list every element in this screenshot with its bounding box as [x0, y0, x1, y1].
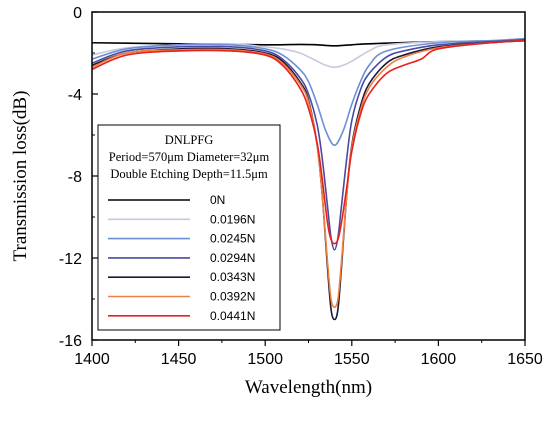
legend-label: 0N [210, 193, 225, 207]
legend-entries: 0N 0.0196N 0.0245N 0.0294N 0.0343N 0.0392N 0.0… [108, 193, 255, 323]
legend-label: 0.0196N [210, 212, 255, 226]
x-tick-label: 1450 [161, 351, 197, 368]
legend-title-line: Double Etching Depth=11.5μm [110, 167, 268, 181]
series-layer [91, 37, 526, 321]
y-tick-label: -16 [59, 333, 82, 350]
legend-label: 0.0392N [210, 290, 255, 304]
y-tick-label: -4 [68, 87, 82, 104]
x-tick-label: 1550 [334, 351, 370, 368]
series-line-2 [91, 37, 526, 147]
x-tick-label: 1600 [421, 351, 457, 368]
y-tick-label: -8 [68, 169, 82, 186]
legend-label: 0.0441N [210, 309, 255, 323]
series-line-5 [91, 39, 526, 309]
legend-label: 0.0294N [210, 251, 255, 265]
y-axis-title: Transmission loss(dB) [10, 91, 31, 262]
x-axis-title: Wavelength(nm) [245, 377, 372, 398]
y-tick-label: -12 [59, 251, 82, 268]
legend-label: 0.0343N [210, 270, 255, 284]
y-tick-label: 0 [73, 5, 82, 22]
legend-label: 0.0245N [210, 232, 255, 246]
x-axis: 1400 1450 1500 1550 1600 1650 [74, 340, 543, 368]
legend-title-line: Period=570μm Diameter=32μm [109, 150, 270, 164]
x-tick-label: 1500 [247, 351, 283, 368]
series-line-6 [91, 39, 526, 245]
x-tick-label: 1400 [74, 351, 110, 368]
legend: DNLPFG Period=570μm Diameter=32μm Double… [97, 124, 281, 331]
series-line-3 [91, 38, 526, 251]
y-axis: 0 -4 -8 -12 -16 [59, 5, 98, 350]
series-line-4 [91, 39, 526, 321]
x-tick-label: 1650 [507, 351, 543, 368]
legend-title-line: DNLPFG [165, 133, 214, 147]
